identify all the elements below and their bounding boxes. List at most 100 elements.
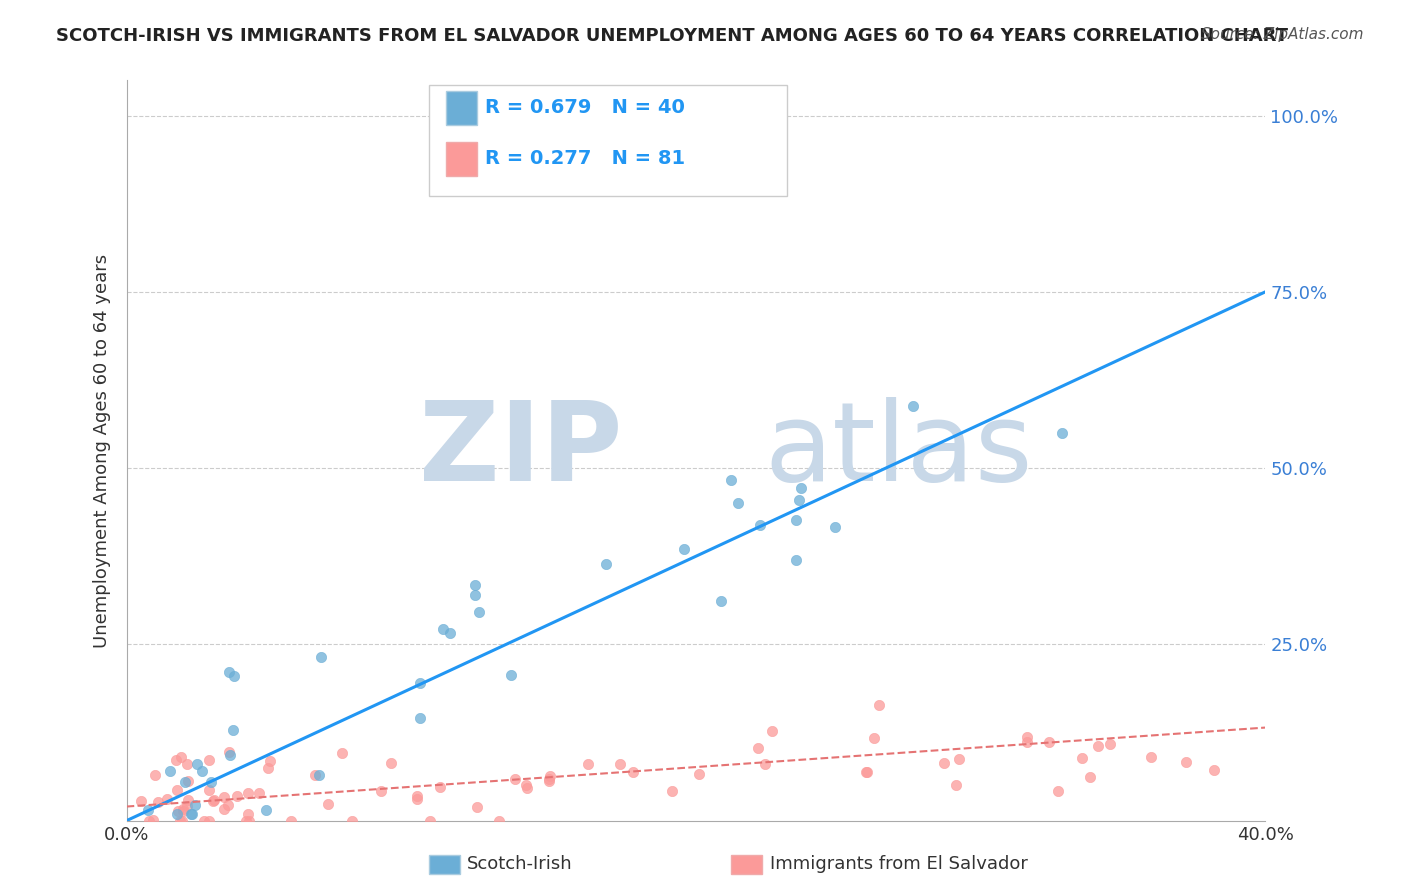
- Point: [429, 780, 451, 794]
- Point: [439, 626, 461, 640]
- Point: [1087, 739, 1109, 754]
- Point: [464, 578, 486, 592]
- Point: [1017, 730, 1039, 744]
- Point: [224, 669, 246, 683]
- Point: [330, 746, 353, 760]
- Point: [948, 752, 970, 766]
- Point: [193, 814, 215, 828]
- Point: [304, 767, 326, 781]
- Point: [177, 793, 200, 807]
- Point: [727, 496, 749, 510]
- Point: [409, 711, 432, 725]
- Point: [198, 783, 221, 797]
- Point: [1047, 784, 1070, 798]
- Point: [1015, 735, 1038, 749]
- Point: [537, 772, 560, 786]
- Point: [672, 541, 695, 556]
- Point: [499, 668, 522, 682]
- Point: [1070, 751, 1092, 765]
- Point: [280, 814, 302, 828]
- Point: [609, 756, 631, 771]
- Point: [863, 731, 886, 745]
- Point: [200, 774, 222, 789]
- Point: [576, 756, 599, 771]
- Point: [254, 804, 277, 818]
- Point: [226, 789, 249, 803]
- Point: [142, 813, 165, 827]
- Point: [180, 806, 202, 821]
- Point: [166, 783, 188, 797]
- Point: [465, 800, 488, 814]
- Point: [222, 723, 245, 737]
- Point: [789, 481, 811, 495]
- Text: SCOTCH-IRISH VS IMMIGRANTS FROM EL SALVADOR UNEMPLOYMENT AMONG AGES 60 TO 64 YEA: SCOTCH-IRISH VS IMMIGRANTS FROM EL SALVA…: [56, 27, 1288, 45]
- Point: [516, 780, 538, 795]
- Y-axis label: Unemployment Among Ages 60 to 64 years: Unemployment Among Ages 60 to 64 years: [93, 253, 111, 648]
- Text: atlas: atlas: [765, 397, 1033, 504]
- Point: [932, 756, 955, 770]
- Point: [259, 754, 281, 768]
- Point: [380, 756, 402, 770]
- Point: [180, 806, 202, 821]
- Point: [1140, 750, 1163, 764]
- Text: R = 0.679   N = 40: R = 0.679 N = 40: [485, 98, 685, 118]
- Point: [257, 761, 280, 775]
- Point: [138, 814, 160, 828]
- Point: [856, 764, 879, 779]
- Point: [201, 794, 224, 808]
- Point: [710, 594, 733, 608]
- Point: [166, 806, 188, 821]
- Point: [464, 589, 486, 603]
- Point: [156, 792, 179, 806]
- Point: [172, 802, 194, 816]
- Point: [172, 814, 194, 828]
- Text: ZIP: ZIP: [419, 397, 621, 504]
- Point: [204, 793, 226, 807]
- Point: [170, 750, 193, 764]
- Point: [785, 513, 807, 527]
- Point: [184, 798, 207, 813]
- Point: [165, 753, 187, 767]
- Point: [537, 773, 560, 788]
- Point: [720, 473, 742, 487]
- Text: Source: ZipAtlas.com: Source: ZipAtlas.com: [1201, 27, 1364, 42]
- Point: [340, 814, 363, 828]
- Point: [688, 766, 710, 780]
- Point: [247, 786, 270, 800]
- Point: [217, 797, 239, 812]
- Point: [218, 745, 240, 759]
- Point: [172, 804, 194, 818]
- Text: R = 0.277   N = 81: R = 0.277 N = 81: [485, 149, 685, 169]
- Point: [505, 772, 527, 786]
- Point: [138, 803, 160, 817]
- Point: [621, 764, 644, 779]
- Point: [761, 723, 783, 738]
- Point: [785, 553, 807, 567]
- Point: [218, 665, 240, 679]
- Point: [787, 492, 810, 507]
- Point: [176, 756, 198, 771]
- Point: [177, 774, 200, 789]
- Point: [824, 520, 846, 534]
- Point: [173, 774, 195, 789]
- Point: [219, 748, 242, 763]
- Point: [515, 778, 537, 792]
- Point: [409, 676, 432, 690]
- Text: Immigrants from El Salvador: Immigrants from El Salvador: [770, 855, 1028, 873]
- Point: [143, 768, 166, 782]
- Point: [186, 756, 208, 771]
- Point: [901, 400, 924, 414]
- Text: Scotch-Irish: Scotch-Irish: [467, 855, 572, 873]
- Point: [432, 622, 454, 636]
- Point: [419, 814, 441, 828]
- Point: [198, 814, 221, 828]
- Point: [235, 814, 257, 828]
- Point: [212, 801, 235, 815]
- Point: [538, 769, 561, 783]
- Point: [191, 764, 214, 778]
- Point: [370, 784, 392, 798]
- Point: [488, 814, 510, 828]
- Point: [754, 756, 776, 771]
- Point: [595, 558, 617, 572]
- Point: [468, 605, 491, 619]
